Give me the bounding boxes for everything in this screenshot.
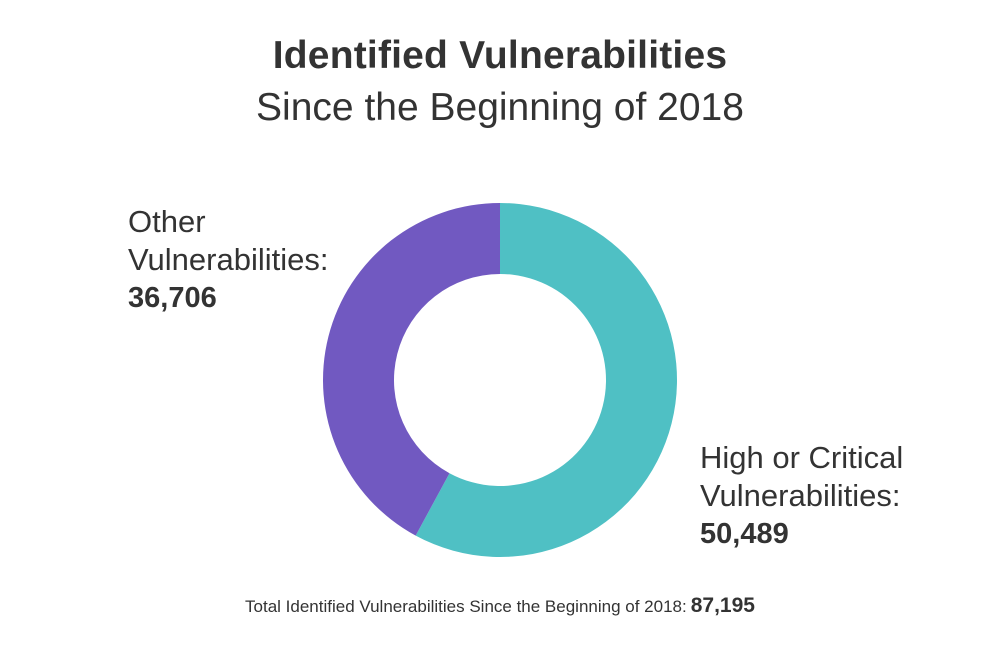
- slice-label-other: Other Vulnerabilities: 36,706: [128, 203, 328, 317]
- slice-label-high-critical-name: High or Critical Vulnerabilities:: [700, 440, 904, 513]
- total-label: Total Identified Vulnerabilities Since t…: [245, 597, 687, 616]
- slice-label-other-value: 36,706: [128, 282, 217, 314]
- chart-subtitle: Since the Beginning of 2018: [256, 86, 744, 129]
- total-summary: Total Identified Vulnerabilities Since t…: [0, 594, 1000, 618]
- slice-label-high-critical-value: 50,489: [700, 518, 789, 550]
- chart-title: Identified Vulnerabilities: [272, 34, 728, 77]
- slice-label-other-name: Other Vulnerabilities:: [128, 204, 329, 277]
- slice-high-critical: [415, 203, 677, 557]
- slice-label-high-critical: High or Critical Vulnerabilities: 50,489: [700, 439, 903, 553]
- slice-other: [323, 203, 500, 536]
- total-value: 87,195: [690, 594, 755, 617]
